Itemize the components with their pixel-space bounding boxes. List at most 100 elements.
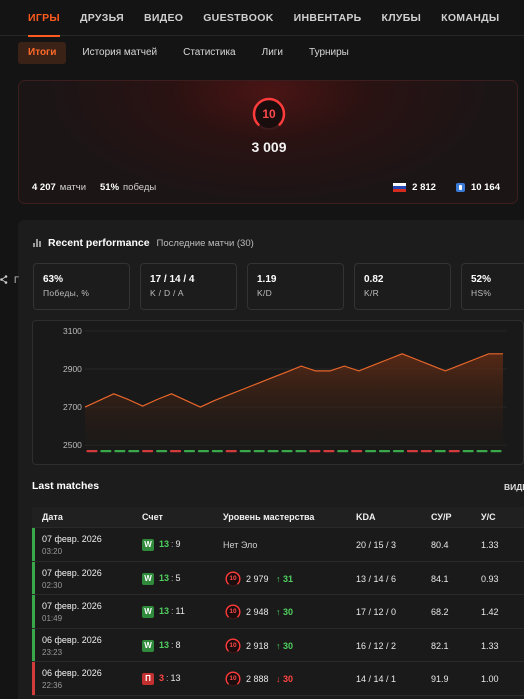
score-opponent: 8: [175, 639, 181, 650]
skill-level-number: 10: [229, 574, 237, 582]
tab-tournaments[interactable]: Турниры: [309, 47, 349, 58]
result-badge: W: [142, 606, 154, 618]
nav-videos[interactable]: ВИДЕО: [143, 11, 184, 24]
table-row[interactable]: 06 февр. 2026 23:23 W 13:8 10 2 918 ↑ 30 16 / 1…: [32, 628, 524, 662]
performance-header: Recent performance Последние матчи (30): [33, 237, 254, 249]
table-row[interactable]: 07 февр. 2026 01:49 W 13:11 10 2 948 ↑ 30 17 / …: [32, 595, 524, 629]
share-label: Г: [14, 275, 19, 285]
sub-tabs: Итоги История матчей Статистика Лиги Тур…: [18, 42, 359, 64]
header-kda: KDA: [356, 512, 376, 522]
share-icon[interactable]: [0, 275, 8, 287]
stat-value: 0.82: [364, 274, 384, 285]
stat-label: K / D / A: [150, 288, 184, 298]
matches-label: матчи: [59, 182, 86, 193]
stat-card-kr: 0.82 K/R: [354, 263, 451, 310]
country-rank: 2 812: [412, 182, 436, 193]
result-marker-loss: [420, 450, 432, 453]
match-elo: 2 979: [246, 573, 269, 584]
stat-card-hs: 52% HS%: [461, 263, 524, 310]
performance-title: Recent performance: [48, 237, 150, 249]
result-marker-win: [267, 450, 279, 453]
table-row[interactable]: 06 февр. 2026 22:36 П 3:13 10 2 888 ↓ 30 14 / 1…: [32, 662, 524, 696]
result-marker-loss: [170, 450, 182, 453]
skill-level-icon: 10: [252, 97, 286, 131]
result-marker-loss: [351, 450, 363, 453]
match-kda: 16 / 12 / 2: [356, 640, 397, 651]
elo-chart: 2500 2700 2900 3100: [32, 320, 524, 465]
result-marker-win: [365, 450, 377, 453]
y-tick-label: 3100: [63, 326, 82, 336]
score-opponent: 9: [175, 539, 181, 549]
result-marker-win: [211, 450, 223, 453]
nav-friends[interactable]: ДРУЗЬЯ: [79, 11, 124, 24]
tab-leagues[interactable]: Лиги: [261, 47, 284, 58]
stat-label: K/D: [257, 288, 273, 298]
score-own: 13: [159, 639, 170, 650]
match-date: 07 февр. 2026: [42, 534, 102, 544]
result-marker-win: [490, 450, 502, 453]
match-hs: 1.00: [481, 674, 499, 684]
matches-table: Дата Счет Уровень мастерства KDA СУ/Р У/…: [32, 507, 524, 696]
stat-card-kda: 17 / 14 / 4 K / D / A: [140, 263, 237, 310]
nav-guestbook[interactable]: GUESTBOOK: [203, 11, 274, 24]
result-marker-loss: [225, 450, 237, 453]
result-marker-loss: [142, 450, 154, 453]
table-row[interactable]: 07 февр. 2026 02:30 W 13:5 10 2 979 ↑ 31 13 / 1…: [32, 561, 524, 595]
match-kda: 20 / 15 / 3: [356, 540, 397, 550]
match-kda: 14 / 14 / 1: [356, 674, 397, 684]
tab-statistics[interactable]: Статистика: [183, 47, 236, 58]
result-marker-loss: [323, 450, 335, 453]
stat-label: HS%: [471, 288, 492, 298]
result-marker-win: [114, 450, 126, 453]
elo-delta: ↑ 30: [276, 640, 294, 651]
stat-card-winrate: 63% Победы, %: [33, 263, 130, 310]
result-marker-win: [100, 450, 112, 453]
header-kr: СУ/Р: [431, 512, 452, 522]
result-marker-loss: [86, 450, 98, 453]
stat-value: 17 / 14 / 4: [150, 274, 195, 285]
match-kr: 80.4: [431, 540, 449, 550]
match-kr: 68.2: [431, 607, 449, 617]
result-marker-loss: [406, 450, 418, 453]
result-marker-win: [434, 450, 446, 453]
level-card: 10 3 009 4 207 матчи 51% победы 2 812 10…: [18, 80, 518, 204]
match-elo: 2 888: [246, 674, 269, 684]
table-row[interactable]: 07 февр. 2026 03:20 W 13:9 Нет Эло 20 / 15 / …: [32, 528, 524, 562]
nav-teams[interactable]: КОМАНДЫ: [441, 11, 500, 24]
result-marker-win: [337, 450, 349, 453]
russia-flag-icon: [393, 183, 407, 192]
elo-delta: ↓ 30: [276, 674, 294, 684]
result-marker-win: [183, 450, 195, 453]
match-kr: 84.1: [431, 573, 449, 584]
skill-level-icon: 10: [225, 604, 241, 620]
region-icon: [455, 183, 465, 192]
result-marker-loss: [309, 450, 321, 453]
match-time: 03:20: [42, 547, 63, 556]
match-elo: Нет Эло: [223, 540, 258, 550]
y-tick-label: 2700: [63, 402, 82, 412]
view-all-link[interactable]: ВИДЕ: [504, 482, 524, 492]
y-tick-label: 2500: [63, 440, 82, 450]
tab-summary[interactable]: Итоги: [18, 42, 67, 64]
match-date: 06 февр. 2026: [42, 634, 102, 645]
result-badge: W: [142, 639, 154, 652]
match-time: 23:23: [42, 647, 63, 657]
level-footer: 4 207 матчи 51% победы 2 812 10 164: [32, 182, 504, 193]
elo-line: [84, 353, 503, 408]
nav-games[interactable]: ИГРЫ: [28, 0, 60, 37]
result-badge: W: [142, 539, 154, 551]
match-elo: 2 918: [246, 640, 269, 651]
tab-match-history[interactable]: История матчей: [82, 47, 158, 58]
result-marker-win: [239, 450, 251, 453]
last-matches-title: Last matches: [32, 480, 100, 492]
nav-clubs[interactable]: КЛУБЫ: [381, 11, 422, 24]
elo-delta: ↑ 30: [276, 607, 294, 617]
result-badge: П: [142, 673, 154, 685]
header-level: Уровень мастерства: [223, 512, 315, 522]
elo-delta: ↑ 31: [276, 573, 294, 584]
match-kr: 91.9: [431, 674, 449, 684]
match-hs: 0.93: [481, 573, 499, 584]
score-opponent: 13: [170, 673, 181, 683]
result-marker-win: [462, 450, 474, 453]
nav-inventory[interactable]: ИНВЕНТАРЬ: [293, 11, 362, 24]
